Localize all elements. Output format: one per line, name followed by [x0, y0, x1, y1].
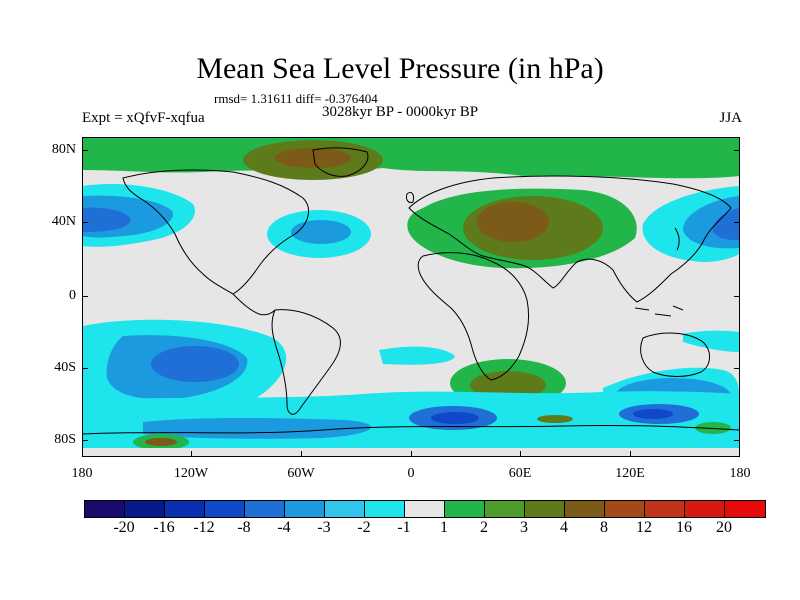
colorbar-label: 4: [560, 519, 568, 536]
colorbar-swatch: [485, 501, 525, 517]
colorbar-swatch: [325, 501, 365, 517]
greenland-high-peak: [275, 148, 351, 168]
north-pacific-low-east-core: [712, 208, 739, 240]
stats-line: rmsd= 1.31611 diff= -0.376404: [214, 91, 378, 106]
antarctic-high-east: [695, 422, 731, 434]
colorbar-swatch: [125, 501, 165, 517]
y-tick: [82, 296, 88, 297]
y-tick-right: [734, 368, 740, 369]
colorbar-label: -8: [237, 519, 251, 536]
x-tick-label: 120W: [173, 466, 209, 481]
colorbar-label: -3: [317, 519, 331, 536]
coast-uk: [406, 191, 414, 203]
coast-antarctica: [83, 424, 739, 435]
colorbar-swatch: [85, 501, 125, 517]
south-atlantic-high-core: [470, 371, 546, 399]
y-tick-right: [734, 150, 740, 151]
x-tick-label: 180: [729, 466, 751, 481]
antarctic-east-low-core: [633, 409, 673, 419]
colorbar-label: 12: [636, 519, 652, 536]
colorbar-label: -1: [397, 519, 411, 536]
y-tick-label: 40S: [54, 360, 76, 375]
colorbar-swatch: [525, 501, 565, 517]
colorbar-label: 16: [676, 519, 692, 536]
colorbar-swatch: [605, 501, 645, 517]
x-tick: [411, 451, 412, 457]
y-tick: [82, 150, 88, 151]
south-pacific-low-core: [151, 346, 239, 382]
coast-central-america: [232, 293, 276, 316]
coast-indonesia: [634, 305, 684, 317]
colorbar-label: 2: [480, 519, 488, 536]
arctic-high-region: [83, 138, 739, 179]
colorbar-swatch: [405, 501, 445, 517]
coast-japan: [674, 227, 680, 251]
y-tick: [82, 440, 88, 441]
antarctic-high-west-core: [145, 438, 177, 446]
coast-australia: [640, 332, 710, 377]
eurasia-high-peak: [477, 202, 549, 242]
x-tick: [191, 451, 192, 457]
colorbar-label: 3: [520, 519, 528, 536]
y-tick-label: 80N: [51, 142, 76, 157]
x-tick-label: 60W: [287, 466, 315, 481]
map-canvas: [83, 138, 739, 456]
coast-greenland: [312, 147, 369, 177]
coast-africa: [417, 252, 530, 381]
y-tick-right: [734, 222, 740, 223]
pressure-map: [82, 137, 740, 457]
colorbar-swatch: [445, 501, 485, 517]
colorbar-label: -4: [277, 519, 291, 536]
colorbar-swatch: [165, 501, 205, 517]
colorbar-label: 20: [716, 519, 732, 536]
coast-eurasia: [408, 175, 732, 303]
colorbar-swatch: [285, 501, 325, 517]
colorbar-swatch: [725, 501, 765, 517]
south-atlantic-low: [379, 346, 455, 365]
antarctic-high-center: [537, 415, 573, 423]
north-atlantic-low-core: [291, 220, 351, 244]
southern-ocean-band-mid: [143, 418, 371, 439]
colorbar-label: -2: [357, 519, 371, 536]
colorbar-swatch: [645, 501, 685, 517]
x-tick-label: 0: [407, 466, 415, 481]
colorbar-label: -12: [193, 519, 215, 536]
north-pacific-low-west-core: [83, 207, 131, 232]
period-label: 3028kyr BP - 0000kyr BP: [322, 104, 479, 120]
colorbar-swatch: [245, 501, 285, 517]
southern-ocean-deep-peak: [431, 412, 479, 424]
coastlines: [83, 147, 739, 435]
y-tick-right: [734, 440, 740, 441]
y-tick-label: 80S: [54, 432, 76, 447]
plot-title: Mean Sea Level Pressure (in hPa): [196, 52, 604, 85]
experiment-label: Expt = xQfvF-xqfua: [82, 110, 205, 126]
colorbar-label: 8: [600, 519, 608, 536]
coast-north-america: [122, 169, 310, 295]
x-tick-label: 60E: [508, 466, 532, 481]
colorbar-swatch: [365, 501, 405, 517]
x-tick: [520, 451, 521, 457]
x-tick: [301, 451, 302, 457]
colorbar-swatch: [205, 501, 245, 517]
colorbar-label: -16: [153, 519, 175, 536]
colorbar-label: 1: [440, 519, 448, 536]
coast-south-america: [271, 309, 341, 415]
x-tick-label: 180: [71, 466, 93, 481]
x-tick: [630, 451, 631, 457]
y-tick-right: [734, 296, 740, 297]
colorbar-swatch: [685, 501, 725, 517]
y-tick: [82, 222, 88, 223]
south-pacific-east-low: [683, 330, 739, 352]
colorbar-label: -20: [113, 519, 135, 536]
colorbar-swatch: [565, 501, 605, 517]
y-tick-label: 0: [69, 288, 76, 303]
x-tick-label: 120E: [615, 466, 645, 481]
y-tick-label: 40N: [51, 214, 76, 229]
colorbar: [84, 500, 766, 518]
season-label: JJA: [719, 110, 742, 126]
y-tick: [82, 368, 88, 369]
